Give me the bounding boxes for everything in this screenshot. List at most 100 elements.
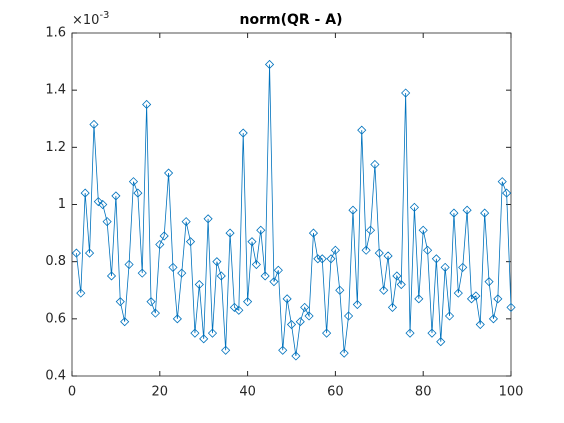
y-tick-label: 1.4: [45, 83, 66, 98]
x-tick-label: 40: [239, 385, 256, 400]
y-exponent: ×10-3: [72, 10, 109, 28]
marker: [339, 348, 349, 358]
x-tick-label: 0: [68, 385, 76, 400]
marker: [488, 314, 499, 324]
marker: [396, 279, 406, 290]
marker: [352, 299, 362, 310]
marker: [335, 285, 345, 295]
y-exponent-power: -3: [99, 10, 109, 21]
y-tick-label: 0.6: [45, 311, 66, 326]
marker: [431, 254, 441, 264]
marker: [84, 248, 95, 258]
marker: [260, 271, 270, 281]
marker: [269, 277, 279, 287]
marker: [444, 311, 455, 321]
marker: [414, 294, 424, 304]
marker: [322, 328, 332, 338]
marker: [251, 259, 261, 270]
marker: [142, 99, 152, 110]
marker: [256, 225, 266, 235]
marker: [80, 188, 90, 198]
marker: [146, 297, 156, 307]
marker: [111, 191, 121, 201]
marker: [427, 328, 437, 338]
marker: [405, 328, 415, 338]
marker: [370, 159, 380, 170]
marker: [440, 262, 450, 272]
marker: [164, 168, 174, 178]
marker: [199, 334, 209, 344]
marker: [159, 231, 169, 241]
y-tick-label: 0.8: [45, 254, 66, 269]
marker: [264, 59, 275, 70]
marker: [484, 277, 494, 287]
marker: [137, 268, 147, 278]
marker: [475, 319, 485, 330]
marker: [344, 311, 354, 321]
marker: [102, 217, 112, 227]
marker: [98, 199, 108, 210]
marker: [357, 125, 367, 135]
marker: [480, 208, 490, 218]
marker: [106, 271, 117, 281]
marker: [203, 214, 213, 224]
marker: [234, 305, 244, 315]
marker: [225, 228, 235, 238]
marker: [308, 228, 319, 238]
marker: [120, 317, 130, 327]
marker: [304, 311, 314, 321]
plot-box: [71, 32, 512, 377]
chart-title: norm(QR - A): [240, 12, 343, 28]
marker: [168, 262, 178, 272]
marker: [247, 237, 257, 247]
marker: [177, 268, 187, 278]
marker: [423, 245, 433, 255]
marker: [295, 317, 305, 327]
marker: [71, 248, 81, 258]
marker: [273, 265, 283, 275]
marker: [93, 197, 103, 207]
marker: [128, 177, 139, 187]
marker: [502, 188, 512, 198]
data-line: [75, 64, 512, 357]
marker: [238, 128, 248, 138]
marker: [190, 328, 200, 338]
marker: [115, 297, 125, 307]
marker: [466, 294, 477, 304]
marker: [348, 205, 358, 215]
marker: [221, 345, 231, 355]
marker: [383, 251, 393, 261]
marker: [392, 271, 402, 281]
y-tick-label: 1: [58, 197, 66, 212]
marker: [133, 188, 143, 198]
marker: [278, 345, 288, 355]
marker: [453, 288, 463, 298]
marker: [462, 205, 472, 215]
marker: [418, 225, 428, 235]
marker: [330, 245, 340, 255]
marker: [76, 288, 86, 298]
marker: [89, 119, 99, 130]
marker: [286, 319, 297, 330]
y-tick-label: 0.4: [45, 369, 66, 384]
marker: [181, 217, 191, 227]
marker: [243, 297, 253, 307]
marker: [207, 328, 218, 338]
marker: [365, 225, 376, 235]
y-tick-label: 1.2: [45, 140, 66, 155]
marker: [185, 237, 196, 247]
marker: [449, 208, 459, 218]
marker: [313, 254, 323, 264]
marker: [401, 88, 411, 98]
marker: [458, 262, 468, 272]
marker: [150, 308, 160, 318]
x-tick-label: 80: [415, 385, 432, 400]
marker: [155, 239, 165, 250]
y-tick-label: 1.6: [45, 26, 66, 41]
marker: [317, 254, 327, 264]
marker: [361, 245, 371, 255]
marker: [379, 285, 389, 295]
marker: [124, 259, 134, 270]
marker: [229, 302, 239, 312]
